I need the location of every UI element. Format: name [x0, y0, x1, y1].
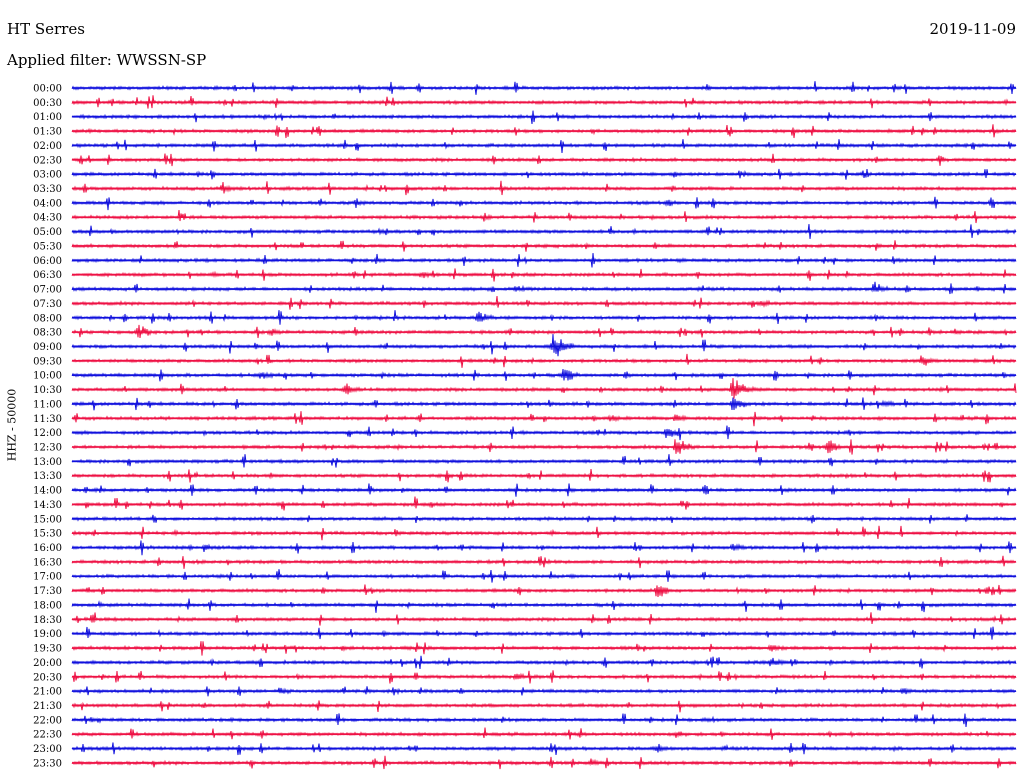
- row-label: 08:00: [33, 313, 62, 324]
- trace-row-0900: [71, 334, 1017, 357]
- row-time-labels: 00:00 00:30 01:00 01:30 02:00 02:30 03:00 03:30…: [33, 84, 62, 770]
- row-label: 08:30: [33, 328, 62, 339]
- row-label: 13:30: [33, 471, 62, 482]
- row-label: 23:00: [33, 744, 62, 755]
- row-label: 19:00: [33, 629, 62, 640]
- row-label: 22:00: [33, 715, 62, 726]
- row-label: 10:30: [33, 385, 62, 396]
- row-label: 10:00: [33, 371, 62, 382]
- row-label: 05:30: [33, 241, 62, 252]
- row-label: 17:00: [33, 572, 62, 583]
- row-label: 23:30: [33, 758, 62, 769]
- row-label: 22:30: [33, 730, 62, 741]
- row-label: 18:30: [33, 615, 62, 626]
- applied-filter: Applied filter: WWSSN-SP: [7, 51, 207, 69]
- row-label: 14:30: [33, 500, 62, 511]
- trace-row-1430: [71, 496, 1017, 511]
- row-label: 19:30: [33, 644, 62, 655]
- row-label: 16:30: [33, 557, 62, 568]
- station-name: HT Serres: [7, 20, 85, 38]
- row-label: 03:00: [33, 170, 62, 181]
- trace-row-0700: [71, 281, 1017, 295]
- row-label: 04:30: [33, 213, 62, 224]
- row-label: 15:00: [33, 514, 62, 525]
- row-label: 09:00: [33, 342, 62, 353]
- row-label: 06:30: [33, 270, 62, 281]
- row-label: 15:30: [33, 529, 62, 540]
- row-label: 12:30: [33, 443, 62, 454]
- row-label: 12:00: [33, 428, 62, 439]
- row-label: 02:30: [33, 155, 62, 166]
- row-label: 17:30: [33, 586, 62, 597]
- row-label: 21:30: [33, 701, 62, 712]
- row-label: 07:00: [33, 285, 62, 296]
- row-label: 05:00: [33, 227, 62, 238]
- row-label: 02:00: [33, 141, 62, 152]
- row-label: 07:30: [33, 299, 62, 310]
- row-label: 18:00: [33, 600, 62, 611]
- record-date: 2019-11-09: [929, 20, 1016, 38]
- row-label: 21:00: [33, 687, 62, 698]
- row-label: 01:30: [33, 127, 62, 138]
- row-label: 13:00: [33, 457, 62, 468]
- row-label: 01:00: [33, 112, 62, 123]
- row-label: 04:00: [33, 198, 62, 209]
- row-label: 11:30: [33, 414, 62, 425]
- row-label: 16:00: [33, 543, 62, 554]
- row-label: 03:30: [33, 184, 62, 195]
- row-label: 09:30: [33, 356, 62, 367]
- row-label: 00:30: [33, 98, 62, 109]
- row-label: 00:00: [33, 84, 62, 95]
- trace-row-2130: [71, 700, 1017, 713]
- row-label: 20:30: [33, 672, 62, 683]
- row-label: 20:00: [33, 658, 62, 669]
- row-label: 14:00: [33, 486, 62, 497]
- row-label: 06:00: [33, 256, 62, 267]
- trace-row-1030: [71, 378, 1017, 399]
- seismic-traces: [71, 81, 1017, 770]
- row-label: 11:00: [33, 399, 62, 410]
